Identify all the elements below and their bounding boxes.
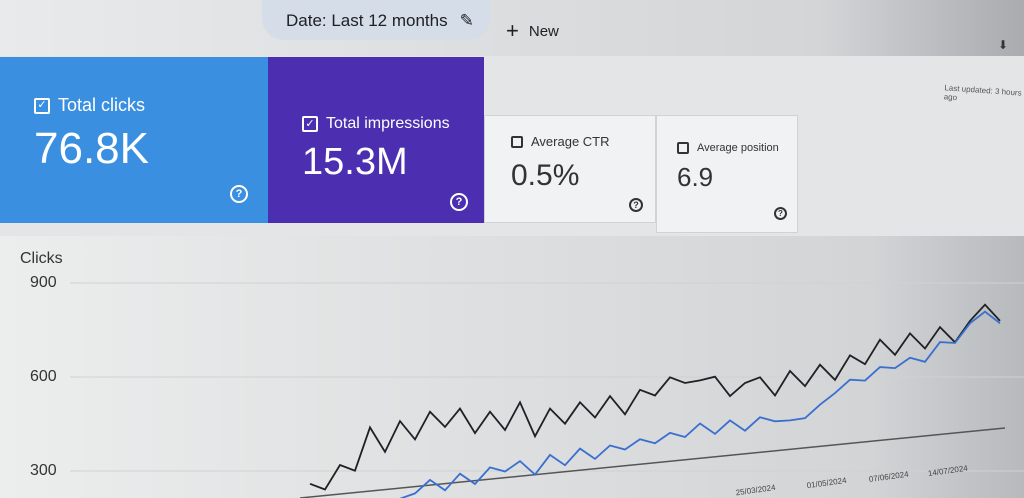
card-label: Average position [697,142,779,154]
new-label: New [528,22,559,40]
new-filter-button[interactable]: + New [506,18,559,44]
help-icon[interactable]: ? [230,185,248,203]
date-filter-label: Date: Last 12 months [286,11,448,30]
card-average-position[interactable]: Average position 6.9 ? [656,115,798,233]
performance-chart: Clicks 900 600 300 25/03/2024 01/05/2024 0… [0,236,1024,498]
card-value: 15.3M [302,141,408,183]
card-total-clicks[interactable]: ✓ Total clicks 76.8K ? [0,57,268,223]
clicks-line [309,303,1001,491]
last-updated: Last updated: 3 hours ago [943,83,1022,103]
y-tick: 900 [30,274,57,291]
card-label: Total clicks [58,95,146,115]
checkbox-unchecked-icon[interactable] [677,142,689,154]
top-toolbar: Date: Last 12 months ✎ + New ⬇ [0,0,1024,56]
x-tick: 07/06/2024 [868,469,909,484]
plus-icon: + [506,18,519,43]
help-icon[interactable]: ? [774,207,787,220]
x-tick: 01/05/2024 [806,476,847,491]
x-axis [299,427,1006,498]
chart-plot: 25/03/2024 01/05/2024 07/06/2024 14/07/2024 [70,282,1024,498]
card-total-impressions[interactable]: ✓ Total impressions 15.3M ? [268,57,484,223]
metric-cards: ✓ Total clicks 76.8K ? ✓ Total impressions… [0,57,798,233]
card-value: 0.5% [511,159,580,192]
help-icon[interactable]: ? [450,193,468,211]
y-axis-title: Clicks [20,250,63,267]
card-value: 76.8K [34,124,149,173]
impressions-line [399,310,1001,498]
checkbox-unchecked-icon[interactable] [511,135,523,148]
y-tick: 600 [30,368,57,385]
checkbox-checked-icon[interactable]: ✓ [34,97,50,114]
checkbox-checked-icon[interactable]: ✓ [302,116,318,132]
card-average-ctr[interactable]: Average CTR 0.5% ? [484,115,656,223]
x-tick: 25/03/2024 [735,483,776,498]
card-label: Total impressions [326,115,450,132]
pencil-icon: ✎ [459,11,474,30]
date-filter-chip[interactable]: Date: Last 12 months ✎ [262,0,490,40]
card-value: 6.9 [677,162,714,192]
help-icon[interactable]: ? [629,198,643,212]
y-tick: 300 [30,462,57,479]
download-icon[interactable]: ⬇ [998,38,1009,52]
card-label: Average CTR [531,134,610,149]
x-tick: 14/07/2024 [927,464,968,479]
